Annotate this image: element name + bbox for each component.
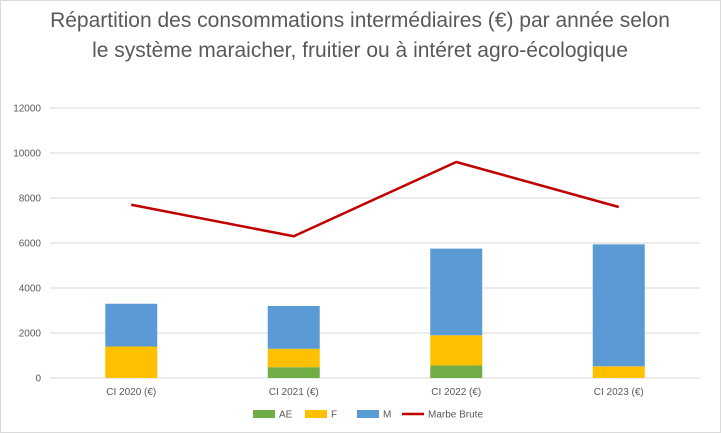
bar-f bbox=[430, 335, 483, 366]
bar-f bbox=[105, 346, 158, 378]
legend-label: M bbox=[383, 410, 391, 421]
bar-m bbox=[430, 248, 483, 336]
bar-m bbox=[592, 244, 645, 367]
y-tick-label: 8000 bbox=[19, 194, 42, 205]
x-tick-label: CI 2021 (€) bbox=[269, 387, 319, 398]
bar-ae bbox=[267, 367, 320, 378]
y-tick-label: 4000 bbox=[19, 284, 42, 295]
bar-f bbox=[267, 348, 320, 368]
y-tick-label: 2000 bbox=[19, 329, 42, 340]
bar-m bbox=[105, 303, 158, 347]
y-tick-label: 10000 bbox=[13, 149, 41, 160]
series-line-marbe-brute bbox=[131, 160, 620, 238]
legend-swatch bbox=[253, 410, 275, 418]
legend-label: Marbe Brute bbox=[428, 410, 483, 421]
legend-swatch bbox=[305, 410, 327, 418]
bar-ae bbox=[430, 365, 483, 378]
legend-label: F bbox=[331, 410, 337, 421]
x-tick-label: CI 2020 (€) bbox=[106, 387, 156, 398]
y-tick-label: 12000 bbox=[13, 104, 41, 115]
legend-label: AE bbox=[279, 410, 293, 421]
y-tick-label: 6000 bbox=[19, 239, 42, 250]
chart-title: Répartition des consommations intermédia… bbox=[50, 9, 670, 62]
x-tick-label: CI 2022 (€) bbox=[431, 387, 481, 398]
legend-swatch bbox=[357, 410, 379, 418]
bar-f bbox=[592, 366, 645, 378]
x-tick-label: CI 2023 (€) bbox=[594, 387, 644, 398]
bar-m bbox=[267, 306, 320, 349]
y-tick-label: 0 bbox=[35, 374, 41, 385]
